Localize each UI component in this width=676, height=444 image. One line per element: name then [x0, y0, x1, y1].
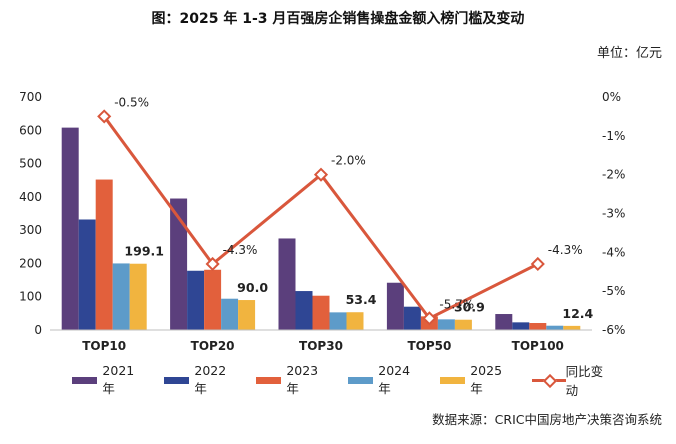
y-left-tick-label: 0: [34, 323, 42, 337]
bar: [204, 269, 222, 330]
bar: [78, 219, 96, 330]
bar: [295, 291, 313, 330]
y-right-tick-label: -5%: [602, 284, 625, 298]
legend-swatch: [439, 376, 466, 384]
y-left-tick-label: 300: [19, 223, 42, 237]
bar: [129, 263, 147, 330]
bar: [454, 319, 472, 330]
y-left-tick-label: 400: [19, 190, 42, 204]
y-right-tick-label: -1%: [602, 129, 625, 143]
x-tick-label: TOP30: [299, 339, 343, 353]
legend-label: 2024年: [378, 363, 411, 396]
bar: [170, 198, 188, 330]
chart-title: 图：2025 年 1-3 月百强房企销售操盘金额入榜门槛及变动: [151, 11, 525, 27]
bar: [386, 282, 404, 330]
legend-label: 2025年: [470, 363, 503, 396]
x-tick-label: TOP50: [407, 339, 451, 353]
x-tick-label: TOP100: [512, 339, 564, 353]
yoy-change-marker: [530, 256, 545, 272]
bar: [238, 300, 256, 330]
yoy-change-marker: [313, 167, 329, 182]
bar: [221, 298, 239, 330]
y-left-tick-label: 600: [19, 123, 42, 137]
y-right-tick-label: -3%: [602, 207, 625, 221]
bar: [312, 295, 330, 330]
bar: [329, 312, 347, 330]
chart-legend: 2021年 2022年 2023年 2024年 2025年 同比变动: [72, 361, 632, 399]
y-left-tick-label: 100: [19, 290, 42, 304]
legend-item: 2023年: [255, 363, 324, 397]
x-tick-label: TOP10: [82, 339, 126, 353]
unit-label: 单位：亿元: [596, 46, 662, 61]
bar: [95, 179, 113, 330]
bar: [278, 238, 296, 330]
bar-value-label: 199.1: [124, 244, 164, 259]
legend-swatch: [72, 376, 98, 384]
bar: [563, 325, 581, 330]
legend-item: 2025年: [439, 363, 508, 397]
legend-label: 2022年: [194, 363, 227, 396]
legend-swatch: [347, 376, 374, 384]
legend-line-swatch: [531, 373, 566, 389]
bar: [495, 314, 513, 330]
legend-item-line: 同比变动: [531, 361, 608, 399]
x-tick-label: TOP20: [191, 339, 235, 353]
legend-item: 2022年: [163, 363, 232, 397]
y-left-tick-label: 200: [19, 256, 42, 270]
bar: [187, 270, 205, 330]
yoy-change-marker: [205, 256, 220, 272]
yoy-change-label: -5.7%: [439, 297, 474, 311]
y-right-tick-label: -2%: [602, 168, 625, 182]
bar: [512, 322, 530, 330]
yoy-change-label: -2.0%: [331, 154, 366, 168]
legend-item: 2024年: [347, 363, 416, 397]
legend-item: 2021年: [72, 363, 140, 397]
bar-value-label: 12.4: [562, 306, 593, 321]
y-left-tick-label: 700: [19, 90, 42, 104]
legend-label: 2021年: [102, 363, 135, 396]
bar: [61, 127, 79, 330]
legend-label: 同比变动: [565, 364, 604, 398]
y-right-tick-label: -4%: [602, 245, 625, 259]
yoy-change-label: -4.3%: [548, 243, 583, 257]
y-right-tick-label: -6%: [602, 323, 625, 337]
y-right-tick-label: 0%: [602, 90, 621, 104]
legend-swatch: [163, 376, 190, 384]
yoy-change-label: -4.3%: [223, 243, 258, 257]
bar: [546, 325, 564, 330]
yoy-change-label: -0.5%: [114, 95, 149, 109]
data-source: 数据来源：CRIC中国房地产决策咨询系统: [432, 412, 662, 427]
bar: [403, 306, 421, 330]
y-left-tick-label: 500: [19, 157, 42, 171]
yoy-change-marker: [97, 109, 112, 124]
yoy-change-line: [102, 115, 539, 321]
legend-label: 2023年: [286, 363, 319, 396]
bar: [346, 312, 364, 330]
yoy-change-marker: [422, 311, 437, 326]
bar: [437, 319, 455, 330]
legend-swatch: [255, 376, 282, 384]
bar: [529, 323, 547, 330]
bar-value-label: 53.4: [346, 292, 377, 307]
bar: [112, 263, 130, 330]
bar-value-label: 90.0: [237, 280, 268, 295]
